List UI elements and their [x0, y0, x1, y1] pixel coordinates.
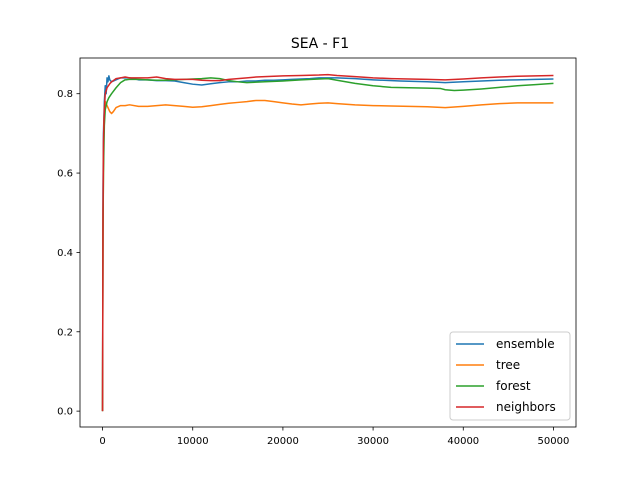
legend: ensemble tree forest neighbors: [450, 332, 570, 420]
legend-label-ensemble: ensemble: [496, 337, 555, 351]
y-tick-label: 0.8: [57, 89, 73, 100]
x-tick-label: 30000: [357, 436, 389, 447]
legend-label-tree: tree: [496, 358, 520, 372]
x-tick-label: 40000: [447, 436, 479, 447]
y-tick-label: 0.6: [57, 169, 73, 180]
legend-label-neighbors: neighbors: [496, 400, 556, 414]
x-tick-label: 10000: [177, 436, 209, 447]
y-tick-label: 0.2: [57, 327, 73, 338]
chart-title: SEA - F1: [291, 36, 349, 52]
y-tick-label: 0.0: [57, 407, 73, 418]
legend-label-forest: forest: [496, 379, 531, 393]
x-tick-label: 50000: [538, 436, 570, 447]
x-tick-label: 20000: [267, 436, 299, 447]
y-tick-label: 0.4: [57, 248, 73, 259]
x-tick-label: 0: [99, 436, 105, 447]
